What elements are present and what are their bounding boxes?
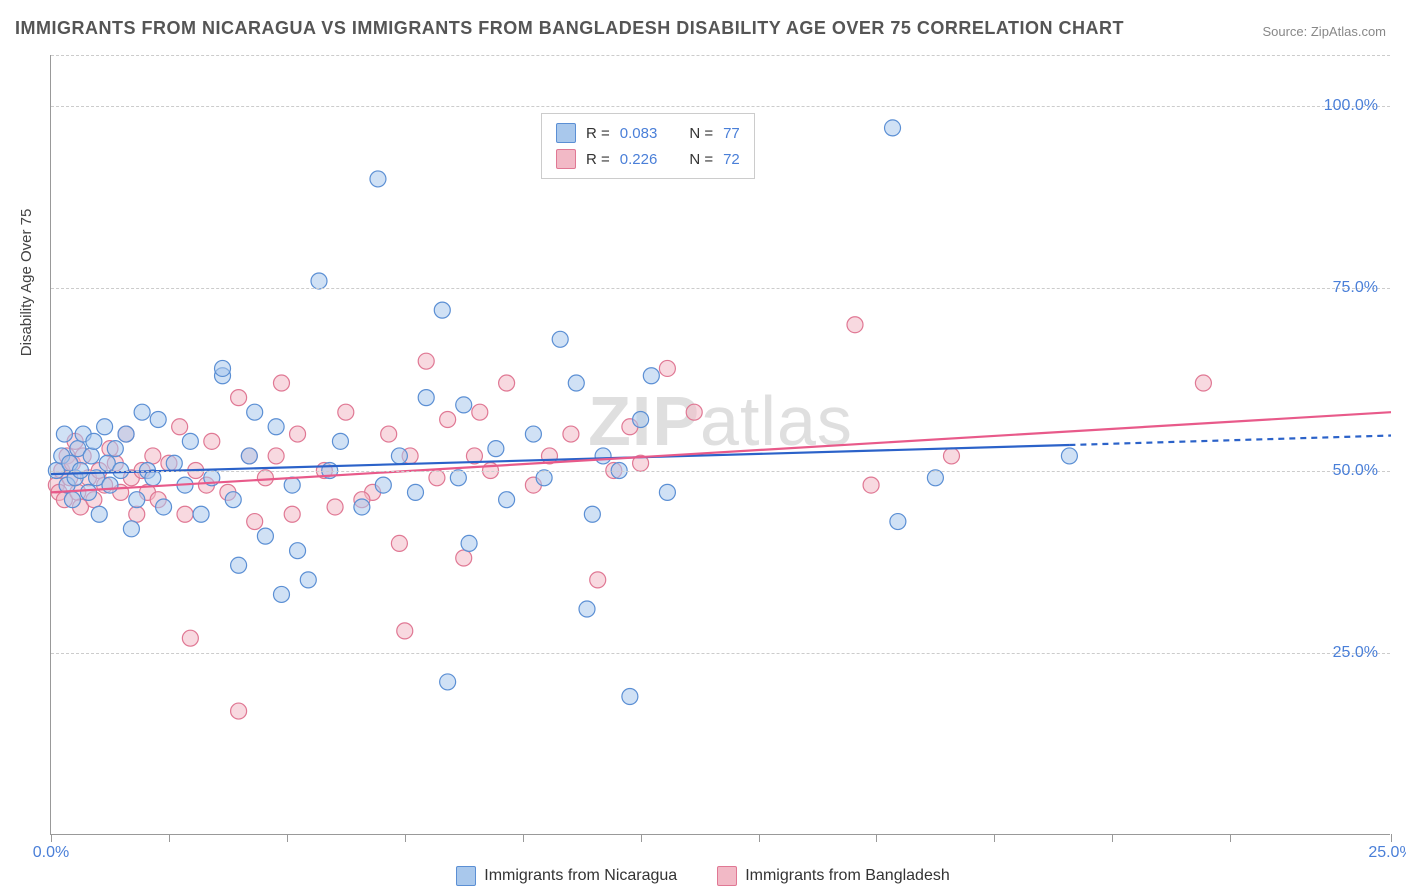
x-tick-mark bbox=[51, 834, 52, 842]
legend-series: Immigrants from Nicaragua Immigrants fro… bbox=[0, 866, 1406, 886]
y-tick-label: 100.0% bbox=[1324, 97, 1378, 115]
x-tick-mark bbox=[523, 834, 524, 842]
x-tick-mark bbox=[405, 834, 406, 842]
legend-r-prefix: R = bbox=[586, 151, 610, 168]
legend-n-value-a: 77 bbox=[723, 125, 740, 142]
legend-r-value-b: 0.226 bbox=[620, 151, 658, 168]
y-tick-label: 50.0% bbox=[1333, 462, 1378, 480]
gridline bbox=[51, 288, 1390, 289]
x-tick-mark bbox=[169, 834, 170, 842]
gridline bbox=[51, 55, 1390, 56]
x-tick-mark bbox=[287, 834, 288, 842]
legend-n-value-b: 72 bbox=[723, 151, 740, 168]
gridline bbox=[51, 653, 1390, 654]
x-tick-mark bbox=[1230, 834, 1231, 842]
legend-row-b: R = 0.226 N = 72 bbox=[556, 146, 740, 172]
y-axis-label: Disability Age Over 75 bbox=[18, 209, 35, 357]
x-tick-mark bbox=[994, 834, 995, 842]
x-tick-label: 0.0% bbox=[33, 844, 69, 862]
legend-n-prefix: N = bbox=[689, 151, 713, 168]
gridline bbox=[51, 471, 1390, 472]
source-label: Source: ZipAtlas.com bbox=[1262, 24, 1386, 39]
legend-swatch-b bbox=[556, 149, 576, 169]
x-tick-mark bbox=[641, 834, 642, 842]
y-tick-label: 25.0% bbox=[1333, 644, 1378, 662]
x-tick-mark bbox=[759, 834, 760, 842]
legend-swatch-a bbox=[456, 866, 476, 886]
legend-swatch-a bbox=[556, 123, 576, 143]
legend-item-b: Immigrants from Bangladesh bbox=[717, 866, 950, 886]
x-tick-mark bbox=[1391, 834, 1392, 842]
legend-r-prefix: R = bbox=[586, 125, 610, 142]
plot-area: ZIPatlas 25.0%50.0%75.0%100.0% 0.0%25.0%… bbox=[50, 55, 1390, 835]
legend-item-a: Immigrants from Nicaragua bbox=[456, 866, 677, 886]
legend-label-b: Immigrants from Bangladesh bbox=[745, 867, 950, 885]
gridline bbox=[51, 106, 1390, 107]
legend-row-a: R = 0.083 N = 77 bbox=[556, 120, 740, 146]
chart-title: IMMIGRANTS FROM NICARAGUA VS IMMIGRANTS … bbox=[15, 18, 1124, 39]
y-tick-label: 75.0% bbox=[1333, 279, 1378, 297]
x-tick-label: 25.0% bbox=[1368, 844, 1406, 862]
legend-n-prefix: N = bbox=[689, 125, 713, 142]
x-tick-mark bbox=[1112, 834, 1113, 842]
legend-label-a: Immigrants from Nicaragua bbox=[484, 867, 677, 885]
x-tick-mark bbox=[876, 834, 877, 842]
legend-swatch-b bbox=[717, 866, 737, 886]
legend-r-value-a: 0.083 bbox=[620, 125, 658, 142]
legend-correlation: R = 0.083 N = 77 R = 0.226 N = 72 bbox=[541, 113, 755, 179]
